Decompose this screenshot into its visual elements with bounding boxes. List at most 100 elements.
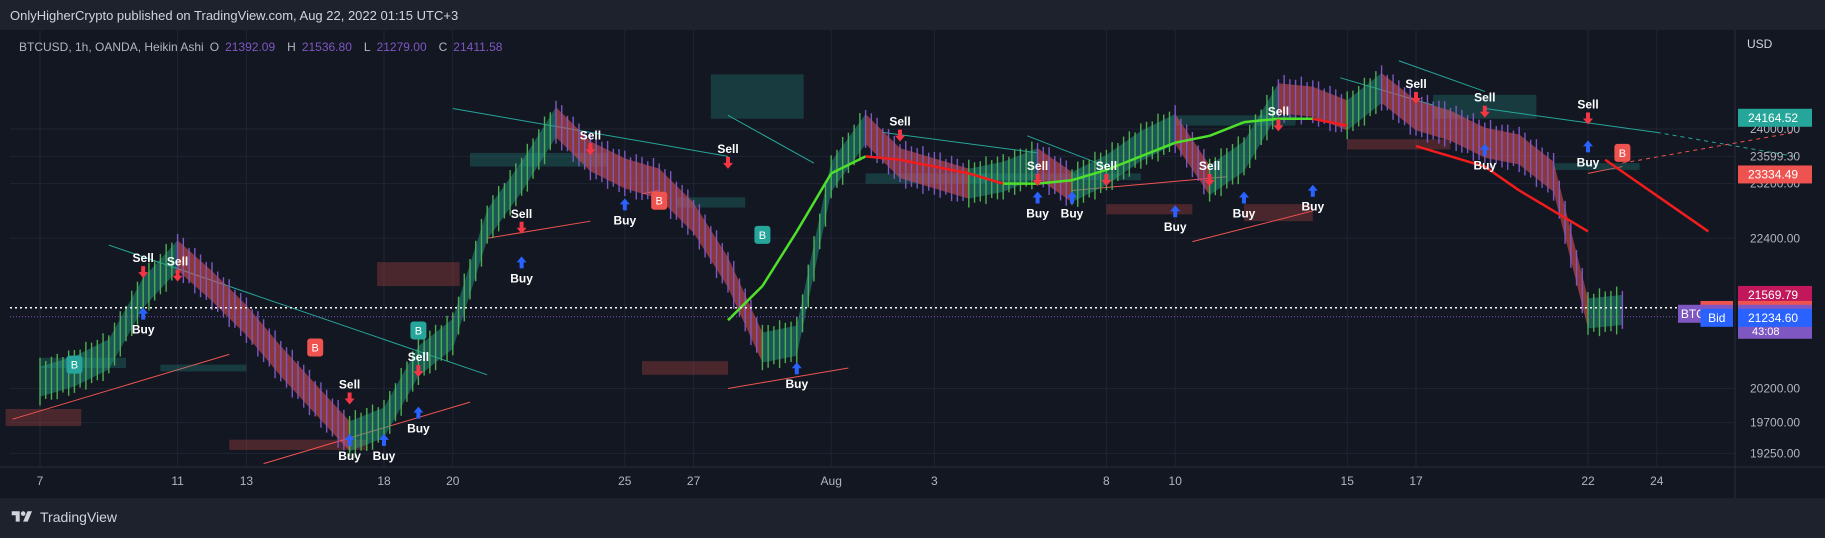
price-ribbon bbox=[779, 327, 786, 360]
trend-badge bbox=[410, 321, 427, 340]
trend-badge-label: B bbox=[759, 230, 766, 242]
price-ribbon bbox=[315, 383, 321, 420]
price-ribbon bbox=[550, 107, 556, 147]
price-ribbon bbox=[1318, 88, 1325, 122]
sell-signal-label: Sell bbox=[1577, 98, 1598, 112]
price-ribbon bbox=[1599, 296, 1606, 328]
sell-arrow-icon bbox=[1273, 119, 1284, 132]
x-tick-label: 18 bbox=[377, 474, 391, 488]
price-ribbon bbox=[1616, 294, 1623, 326]
price-ribbon bbox=[676, 185, 683, 222]
trendline-teal bbox=[1484, 108, 1657, 133]
price-ribbon bbox=[447, 318, 453, 354]
y-tick-label: 23599.30 bbox=[1750, 149, 1800, 163]
price-ribbon bbox=[1008, 157, 1015, 190]
moving-average bbox=[1484, 165, 1520, 192]
price-ribbon bbox=[1221, 153, 1227, 188]
price-ribbon bbox=[756, 319, 763, 363]
trendline-teal bbox=[882, 131, 1038, 154]
price-ribbon bbox=[1576, 252, 1583, 306]
buy-arrow-icon bbox=[413, 406, 424, 419]
price-ribbon bbox=[1089, 160, 1095, 194]
price-ribbon bbox=[980, 165, 986, 197]
price-ribbon bbox=[1559, 184, 1566, 238]
moving-average bbox=[795, 172, 833, 233]
sell-signal-label: Sell bbox=[1027, 159, 1048, 173]
buy-signal-label: Buy bbox=[373, 449, 396, 463]
moving-average bbox=[1415, 144, 1451, 158]
price-ribbon bbox=[223, 282, 230, 319]
moving-average bbox=[1071, 168, 1107, 182]
price-ribbon bbox=[722, 248, 728, 288]
price-ribbon bbox=[968, 167, 975, 199]
price-ribbon bbox=[1530, 143, 1537, 179]
price-ribbon bbox=[745, 294, 751, 338]
price-ribbon bbox=[705, 220, 711, 261]
price-ribbon bbox=[997, 161, 1004, 193]
legend-low-label: L bbox=[363, 40, 371, 54]
price-ribbon bbox=[1020, 152, 1027, 185]
price-ribbon bbox=[1152, 122, 1158, 156]
legend-ohlc: O 21392.09 H 21536.80 L 21279.00 C 21411.58 bbox=[210, 40, 515, 54]
price-ribbon bbox=[1198, 148, 1204, 187]
price-zone bbox=[710, 74, 804, 119]
price-ribbon bbox=[1524, 139, 1531, 174]
price-ribbon bbox=[1588, 297, 1594, 329]
price-ribbon bbox=[412, 346, 419, 387]
x-tick-label: 11 bbox=[171, 474, 184, 488]
buy-arrow-icon bbox=[344, 433, 355, 446]
price-ribbon bbox=[1169, 113, 1176, 147]
price-ribbon bbox=[1427, 103, 1434, 136]
price-ribbon bbox=[693, 202, 700, 242]
price-ribbon bbox=[361, 414, 367, 447]
price-ribbon bbox=[940, 160, 946, 192]
price-ribbon bbox=[1146, 125, 1153, 159]
trend-badge-label: B bbox=[656, 196, 663, 208]
price-ribbon bbox=[1496, 129, 1502, 162]
price-ribbon bbox=[1272, 83, 1279, 123]
sell-signal-label: Sell bbox=[1405, 77, 1426, 91]
price-ribbon bbox=[143, 271, 149, 308]
trendline-red bbox=[1622, 131, 1795, 164]
price-ribbon bbox=[1456, 113, 1462, 147]
price-ribbon bbox=[1255, 112, 1262, 152]
legend-high-label: H bbox=[287, 40, 296, 54]
price-ribbon bbox=[171, 240, 178, 277]
sell-arrow-icon bbox=[1101, 173, 1112, 186]
trend-badge-label: B bbox=[71, 360, 78, 372]
price-ribbon bbox=[900, 148, 906, 180]
price-ribbon bbox=[527, 143, 534, 183]
price-ribbon bbox=[607, 149, 614, 183]
moving-average bbox=[1312, 117, 1348, 127]
price-ribbon bbox=[653, 166, 660, 199]
sell-arrow-icon bbox=[1204, 173, 1215, 186]
price-zone bbox=[40, 357, 126, 368]
price-ribbon bbox=[647, 165, 654, 197]
sell-arrow-icon bbox=[895, 129, 905, 142]
price-ribbon bbox=[252, 312, 258, 349]
price-ribbon bbox=[1203, 156, 1210, 196]
x-tick-label: 25 bbox=[618, 474, 632, 488]
price-ribbon bbox=[120, 308, 126, 349]
price-ribbon bbox=[802, 271, 809, 329]
footer-brand: TradingView bbox=[40, 509, 118, 525]
price-ribbon bbox=[865, 113, 872, 150]
moving-average bbox=[1604, 158, 1710, 233]
price-ribbon bbox=[1026, 150, 1032, 183]
footer-bar: TradingView bbox=[0, 498, 1825, 538]
tradingview-logo[interactable]: TradingView bbox=[10, 509, 117, 525]
price-ribbon bbox=[848, 129, 855, 168]
sell-arrow-icon bbox=[1583, 112, 1593, 125]
price-ribbon bbox=[441, 323, 448, 358]
price-ribbon bbox=[366, 412, 373, 445]
x-tick-label: 27 bbox=[687, 474, 701, 488]
price-ribbon bbox=[601, 146, 608, 180]
price-ribbon bbox=[1433, 105, 1439, 138]
moving-average bbox=[1450, 155, 1486, 168]
price-ribbon bbox=[166, 246, 172, 283]
price-ribbon bbox=[945, 161, 952, 194]
sell-signal-label: Sell bbox=[717, 142, 738, 156]
price-chart[interactable]: USD Sell Sell Buy Sell Buy Buy Sell Buy Sell Buy Se… bbox=[0, 30, 1825, 498]
x-tick-label: 20 bbox=[446, 474, 460, 488]
price-ribbon bbox=[1312, 86, 1319, 119]
